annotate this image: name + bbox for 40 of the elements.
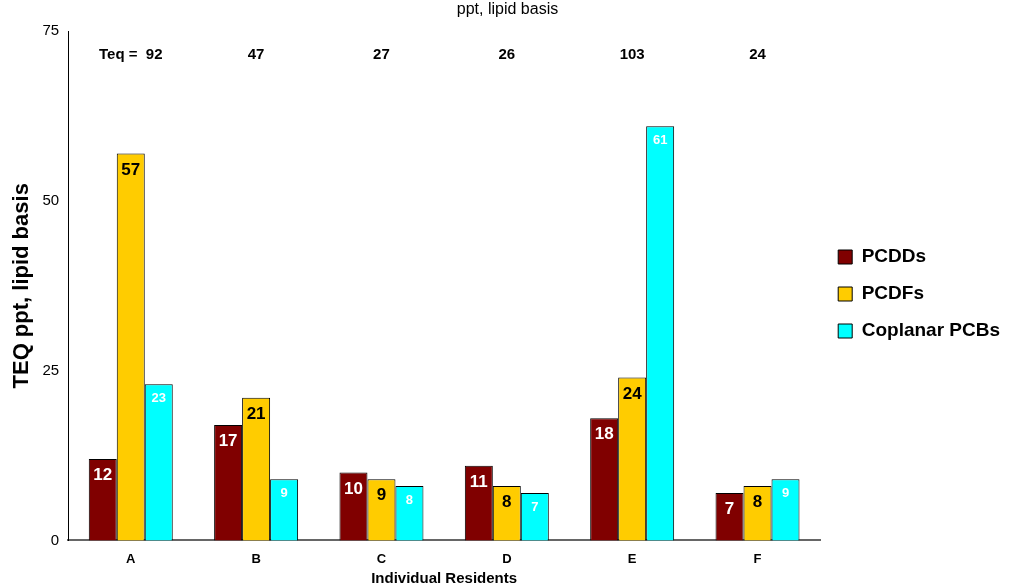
annotation: 26 (498, 45, 516, 63)
data-label: 17 (218, 431, 238, 451)
data-label: 8 (752, 492, 763, 512)
legend-label: Coplanar PCBs (861, 319, 1001, 341)
data-label: 9 (376, 485, 387, 505)
data-label: 12 (93, 465, 113, 485)
chart-subtitle: ppt, lipid basis (456, 0, 559, 18)
data-label: 9 (280, 485, 288, 501)
x-tick-label: D (502, 550, 512, 566)
data-label: 8 (405, 492, 414, 508)
data-label: 9 (781, 485, 790, 501)
y-tick-label: 25 (42, 360, 60, 378)
x-tick-label: A (126, 550, 137, 566)
data-label: 7 (724, 499, 735, 519)
annotation: 103 (619, 45, 645, 63)
data-label: 23 (151, 390, 166, 406)
annotation: 24 (749, 45, 767, 63)
annotation: 47 (247, 45, 265, 63)
x-axis-title: Individual Residents (371, 569, 518, 587)
data-label: 21 (246, 404, 266, 424)
annotation: 27 (373, 45, 390, 63)
data-label: 8 (502, 492, 512, 512)
data-label: 7 (531, 498, 539, 514)
x-tick-label: E (627, 550, 637, 566)
annotation: Teq = 92 (99, 45, 163, 63)
y-tick-label: 75 (42, 21, 60, 39)
data-label: 18 (594, 424, 614, 444)
x-tick-label: C (376, 550, 387, 566)
data-label: 57 (121, 159, 141, 179)
data-label: 10 (344, 478, 363, 498)
y-axis-title: TEQ ppt, lipid basis (8, 183, 34, 389)
y-tick-label: 0 (50, 530, 60, 548)
x-tick-label: B (251, 550, 261, 566)
x-tick-label: F (753, 550, 762, 566)
legend-label: PCDFs (861, 282, 924, 304)
data-label: 61 (652, 132, 668, 148)
data-label: 11 (469, 471, 488, 491)
data-label: 24 (622, 383, 643, 403)
y-tick-label: 50 (42, 191, 60, 209)
legend-label: PCDDs (861, 245, 927, 267)
